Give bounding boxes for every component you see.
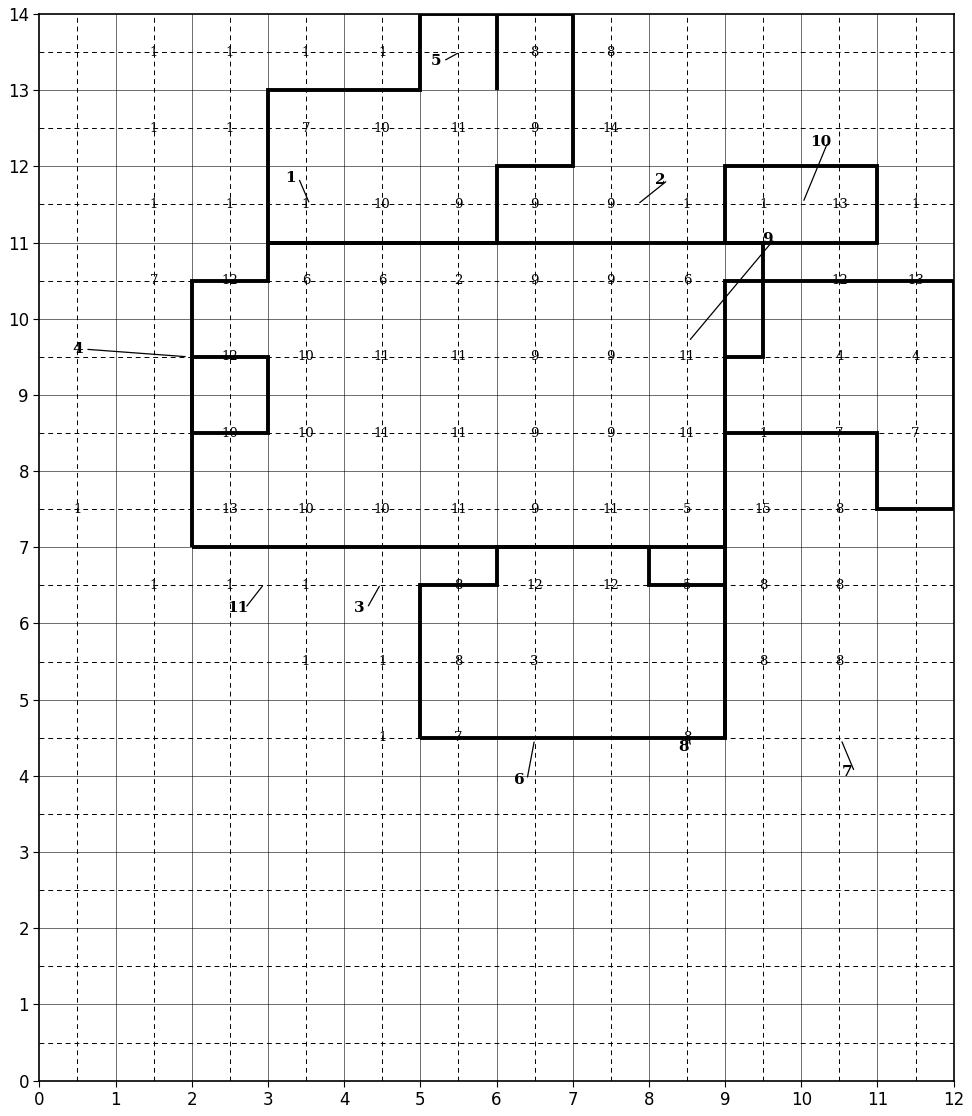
Text: 1: 1 [150,579,157,591]
Text: 4: 4 [72,343,83,356]
Text: 6: 6 [378,275,387,287]
Text: 1: 1 [759,198,767,211]
Text: 11: 11 [678,426,695,440]
Text: 6: 6 [682,275,691,287]
Text: 14: 14 [603,122,619,135]
Text: 8: 8 [682,731,691,744]
Text: 9: 9 [531,275,538,287]
Text: 10: 10 [374,502,391,516]
Text: 8: 8 [454,579,463,591]
Text: 1: 1 [226,579,234,591]
Text: 11: 11 [450,350,467,364]
Text: 8: 8 [759,655,767,668]
Text: 4: 4 [835,350,844,364]
Text: 11: 11 [678,350,695,364]
Text: 6: 6 [301,275,310,287]
Text: 2: 2 [655,173,666,187]
Text: 12: 12 [603,579,619,591]
Text: 2: 2 [454,275,463,287]
Text: 9: 9 [454,198,463,211]
Text: 5: 5 [682,502,691,516]
Text: 1: 1 [378,46,387,58]
Text: 11: 11 [226,602,248,615]
Text: 9: 9 [607,275,615,287]
Text: 8: 8 [759,579,767,591]
Text: 9: 9 [607,198,615,211]
Text: 7: 7 [842,766,852,779]
Text: 5: 5 [431,55,441,68]
Text: 5: 5 [682,579,691,591]
Text: 10: 10 [297,426,314,440]
Text: 8: 8 [454,655,463,668]
Text: 1: 1 [73,502,82,516]
Text: 9: 9 [531,198,538,211]
Text: 8: 8 [677,740,688,754]
Text: 13: 13 [907,275,924,287]
Text: 8: 8 [835,502,844,516]
Text: 1: 1 [226,46,234,58]
Text: 8: 8 [835,655,844,668]
Text: 1: 1 [226,198,234,211]
Text: 6: 6 [514,772,525,787]
Text: 10: 10 [297,502,314,516]
Text: 8: 8 [531,46,538,58]
Text: 1: 1 [302,198,310,211]
Text: 12: 12 [222,275,238,287]
Text: 12: 12 [526,579,543,591]
Text: 10: 10 [222,426,238,440]
Text: 7: 7 [454,731,463,744]
Text: 13: 13 [831,198,848,211]
Text: 10: 10 [810,135,831,148]
Text: 9: 9 [531,122,538,135]
Text: 4: 4 [912,350,920,364]
Text: 7: 7 [150,275,157,287]
Text: 11: 11 [603,502,619,516]
Text: 11: 11 [450,426,467,440]
Text: 8: 8 [835,579,844,591]
Text: 9: 9 [531,426,538,440]
Text: 9: 9 [531,350,538,364]
Text: 1: 1 [302,655,310,668]
Text: 9: 9 [531,502,538,516]
Text: 1: 1 [226,122,234,135]
Text: 1: 1 [378,731,387,744]
Text: 10: 10 [374,122,391,135]
Text: 11: 11 [374,426,391,440]
Text: 9: 9 [607,350,615,364]
Text: 1: 1 [150,198,157,211]
Text: 1: 1 [302,46,310,58]
Text: 1: 1 [150,122,157,135]
Text: 1: 1 [378,655,387,668]
Text: 9: 9 [607,426,615,440]
Text: 3: 3 [354,602,364,615]
Text: 1: 1 [286,171,296,185]
Text: 12: 12 [831,275,848,287]
Text: 1: 1 [682,198,691,211]
Text: 11: 11 [450,502,467,516]
Text: 7: 7 [835,426,844,440]
Text: 3: 3 [531,655,538,668]
Text: 7: 7 [301,122,310,135]
Text: 1: 1 [759,426,767,440]
Text: 1: 1 [912,198,920,211]
Text: 13: 13 [222,502,238,516]
Text: 15: 15 [755,502,772,516]
Text: 10: 10 [297,350,314,364]
Text: 10: 10 [374,198,391,211]
Text: 9: 9 [762,232,773,246]
Text: 1: 1 [302,579,310,591]
Text: 11: 11 [374,350,391,364]
Text: 7: 7 [912,426,920,440]
Text: 12: 12 [222,350,238,364]
Text: 1: 1 [150,46,157,58]
Text: 11: 11 [450,122,467,135]
Text: 8: 8 [607,46,615,58]
